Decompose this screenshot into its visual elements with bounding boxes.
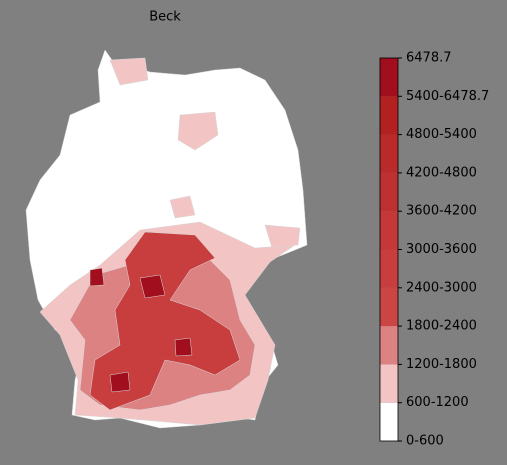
legend-swatch [380, 249, 398, 288]
legend-swatch [380, 172, 398, 212]
legend-swatch [380, 364, 398, 403]
legend-swatch [380, 134, 398, 173]
pink-north [109, 57, 301, 249]
legend-label: 1800-2400 [406, 319, 477, 334]
legend: 0-600 600-1200 1200-1800 1800-2400 2400-3000… [379, 51, 489, 449]
legend-swatch [380, 402, 398, 441]
legend-swatch [380, 326, 398, 365]
legend-label: 3600-4200 [406, 204, 477, 219]
legend-label: 3000-3600 [406, 242, 477, 257]
legend-label: 2400-3000 [406, 280, 477, 295]
legend-label: 4200-4800 [406, 165, 477, 180]
dark-red-spots [89, 267, 193, 393]
legend-swatch [380, 287, 398, 327]
legend-swatch [380, 211, 398, 250]
red-region [89, 231, 241, 411]
map-title: Beck [149, 10, 181, 25]
legend-swatch [380, 96, 398, 135]
legend-label: 5400-6478.7 [406, 89, 489, 104]
legend-swatch [380, 58, 398, 97]
germany-map [25, 49, 308, 429]
legend-label: 4800-5400 [406, 127, 477, 142]
legend-label: 1200-1800 [406, 357, 477, 372]
legend-label: 6478.7 [406, 51, 452, 66]
legend-label: 600-1200 [406, 395, 469, 410]
legend-label: 0-600 [406, 434, 444, 449]
